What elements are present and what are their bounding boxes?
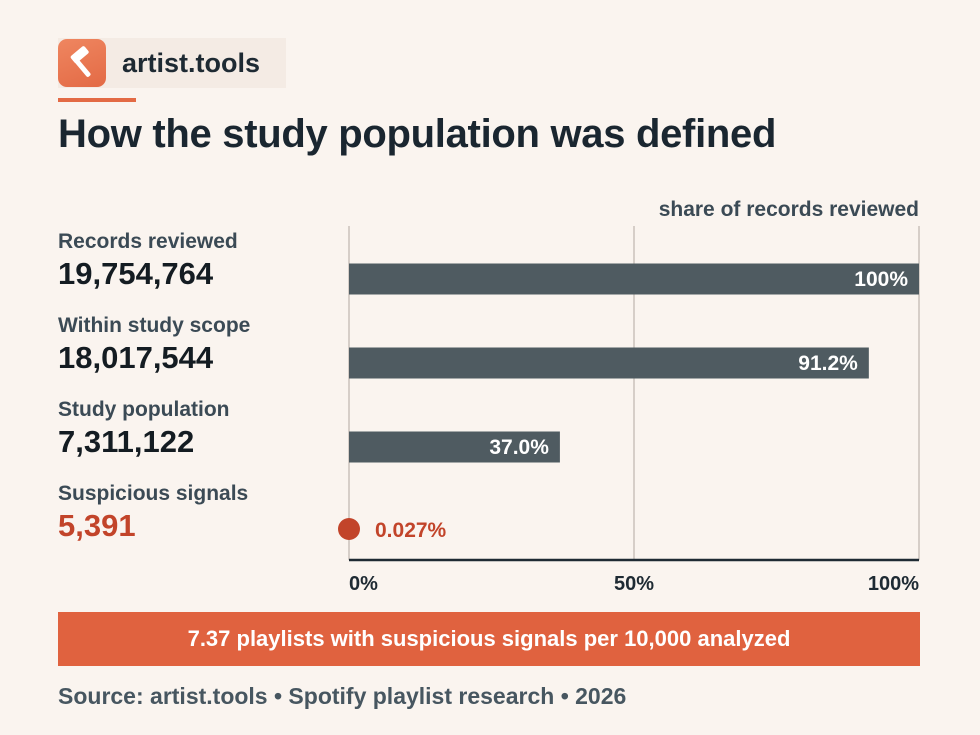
bar — [349, 347, 869, 379]
hammer-icon — [58, 39, 106, 87]
source-note: Source: artist.tools • Spotify playlist … — [58, 683, 627, 709]
bar — [349, 431, 560, 463]
summary-banner: 7.37 playlists with suspicious signals p… — [58, 612, 920, 666]
bar — [349, 263, 919, 295]
row-label: Study population — [58, 398, 230, 421]
row-label: Suspicious signals — [58, 482, 249, 505]
row-value: 5,391 — [58, 508, 136, 543]
brand: artist.tools — [58, 38, 287, 88]
data-label: 0.027% — [375, 519, 447, 542]
row-records-reviewed: Records reviewed 19,754,764 — [58, 230, 338, 292]
brand-name: artist.tools — [122, 47, 261, 78]
x-tick-label: 0% — [349, 573, 378, 595]
x-tick-label: 50% — [614, 573, 654, 595]
row-label: Within study scope — [58, 314, 251, 337]
highlight-dot — [338, 518, 360, 540]
x-tick-label: 100% — [868, 573, 919, 595]
row-study-population: Study population 7,311,122 — [58, 398, 338, 460]
row-within-scope: Within study scope 18,017,544 — [58, 314, 338, 376]
bar-chart: share of records reviewed 0% 50% 100% 100% 91… — [338, 198, 920, 595]
chart-title: share of records reviewed — [659, 198, 919, 221]
row-value: 7,311,122 — [58, 424, 195, 459]
page-title: How the study population was defined — [58, 112, 777, 156]
row-value: 19,754,764 — [58, 256, 214, 291]
row-value: 18,017,544 — [58, 340, 214, 375]
row-suspicious-signals: Suspicious signals 5,391 — [58, 482, 338, 544]
data-label: 37.0% — [489, 436, 549, 459]
data-label: 100% — [854, 268, 908, 291]
data-label: 91.2% — [798, 352, 858, 375]
row-label: Records reviewed — [58, 230, 238, 253]
brand-underline — [58, 98, 136, 102]
